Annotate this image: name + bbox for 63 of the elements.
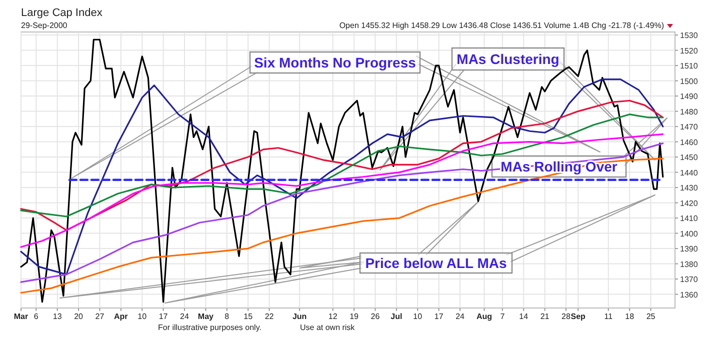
x-tick-label: 24: [180, 312, 190, 321]
x-tick-label: 15: [244, 312, 254, 321]
x-tick-label: Apr: [114, 312, 128, 321]
x-tick-label: 11: [604, 312, 614, 321]
x-tick-label: Mar: [14, 312, 28, 321]
text: For illustrative purposes only.: [158, 323, 262, 332]
x-tick-label: 10: [413, 312, 423, 321]
y-tick-label: 1510: [680, 62, 698, 71]
annotation: Six Months No Progress: [254, 54, 416, 70]
x-tick-label: 14: [519, 312, 529, 321]
x-tick-label: May: [198, 312, 214, 321]
x-tick-label: 26: [370, 312, 380, 321]
y-tick-label: 1520: [680, 46, 698, 56]
line-series: [20, 114, 664, 218]
x-tick-label: 8: [224, 312, 230, 321]
x-tick-label: 18: [625, 312, 635, 321]
x-tick-label: 20: [74, 312, 84, 321]
x-tick-label: Jun: [292, 312, 307, 321]
x-tick-label: Aug: [476, 312, 492, 321]
x-tick-label: Sep: [570, 312, 586, 321]
y-tick-label: 1410: [680, 214, 698, 224]
y-tick-label: 1500: [680, 76, 698, 86]
x-tick-label: 21: [540, 312, 550, 321]
line-series: [20, 158, 664, 294]
x-tick-label: 13: [52, 312, 62, 321]
annotation: Price below ALL MAs: [365, 255, 508, 271]
text: Use at own risk: [300, 323, 356, 332]
y-tick-label: 1420: [680, 198, 698, 208]
x-tick-label: 22: [264, 312, 274, 321]
x-tick-label: 25: [646, 312, 656, 321]
y-tick-label: 1460: [680, 138, 698, 147]
x-tick-label: 7: [500, 312, 506, 321]
x-tick-label: Jul: [390, 312, 402, 321]
y-tick-label: 1470: [680, 122, 698, 132]
line-series: [20, 142, 664, 283]
line-series: [20, 38, 664, 303]
x-tick-label: 28: [562, 312, 571, 321]
y-tick-label: 1440: [680, 168, 698, 178]
line-series: [20, 100, 664, 232]
line-series: [20, 78, 664, 276]
x-tick-label: 27: [95, 312, 105, 321]
chart-title: Large Cap Index: [21, 7, 103, 19]
line-series: [20, 133, 664, 248]
y-tick-label: 1400: [680, 229, 698, 238]
text: Open 1455.32 High 1458.29 Low 1436.48 Close 1436.51 Volume 1.4B Chg -21.78 (-1.49%): [339, 21, 664, 30]
y-tick-label: 1490: [680, 92, 698, 102]
y-tick-label: 1390: [680, 244, 698, 254]
x-tick-label: 6: [34, 312, 39, 321]
y-tick-label: 1480: [680, 107, 698, 116]
y-tick-label: 1380: [680, 260, 698, 269]
y-tick-label: 1430: [680, 184, 698, 193]
x-tick-label: 19: [350, 312, 360, 321]
y-tick-label: 1360: [680, 290, 698, 300]
chart-subtitle: 29-Sep-2000: [21, 21, 68, 30]
x-tick-label: 17: [158, 312, 168, 321]
x-tick-label: 12: [328, 312, 338, 321]
y-tick-label: 1370: [680, 275, 698, 284]
y-tick-label: 1530: [680, 31, 698, 40]
annotation: MAs Clustering: [456, 51, 560, 67]
y-tick-label: 1450: [680, 153, 698, 162]
x-tick-label: 17: [434, 312, 444, 321]
x-tick-label: 10: [138, 312, 148, 321]
x-tick-label: 24: [456, 312, 466, 321]
